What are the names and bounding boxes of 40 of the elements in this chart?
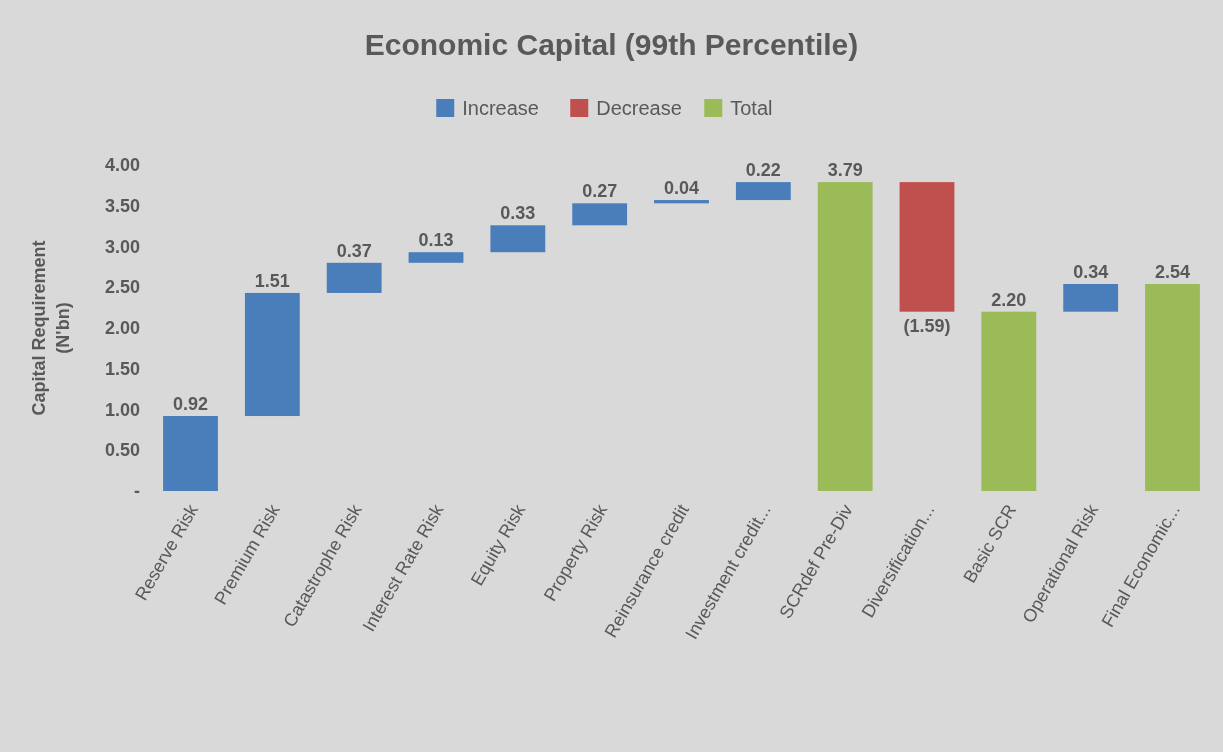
y-tick-label: 4.00: [104, 155, 140, 175]
data-label: 0.34: [1073, 261, 1109, 282]
data-label: 0.27: [582, 181, 618, 202]
data-label: 0.92: [172, 394, 209, 415]
bar: [408, 252, 464, 263]
data-label: 0.22: [745, 160, 781, 181]
y-tick-label: 1.50: [104, 358, 140, 379]
data-label: 2.20: [991, 289, 1027, 310]
bar: [817, 182, 873, 491]
bar: [1063, 283, 1119, 312]
legend-label: Decrease: [596, 97, 682, 119]
bar: [244, 292, 300, 417]
bar: [735, 182, 791, 201]
data-label: 0.04: [663, 178, 700, 199]
data-label: 2.54: [1154, 261, 1191, 282]
bar: [326, 262, 382, 293]
y-axis-title: Capital Requirement (N'bn): [29, 240, 73, 416]
data-label: 0.37: [336, 240, 372, 261]
legend-label: Total: [730, 97, 773, 119]
y-tick-label: -: [134, 481, 140, 501]
bar: [490, 225, 546, 253]
bar: [654, 200, 709, 204]
data-label: (1.59): [903, 315, 951, 336]
bar: [1145, 283, 1200, 491]
bar: [899, 182, 955, 312]
y-tick-label: 0.50: [104, 440, 140, 461]
data-label: 1.51: [254, 270, 290, 291]
legend-label: Increase: [462, 97, 539, 119]
y-tick-label: 1.00: [104, 399, 140, 420]
bar: [981, 311, 1037, 491]
y-tick-label: 3.50: [104, 195, 140, 216]
bar: [163, 416, 218, 491]
chart-title: Economic Capital (99th Percentile): [364, 28, 859, 61]
y-tick-label: 2.50: [104, 277, 140, 298]
bar: [572, 203, 628, 226]
y-tick-label: 3.00: [104, 236, 140, 257]
data-label: 3.79: [827, 160, 863, 181]
data-label: 0.33: [500, 203, 536, 224]
y-tick-label: 2.00: [104, 318, 140, 338]
data-label: 0.13: [418, 230, 454, 251]
